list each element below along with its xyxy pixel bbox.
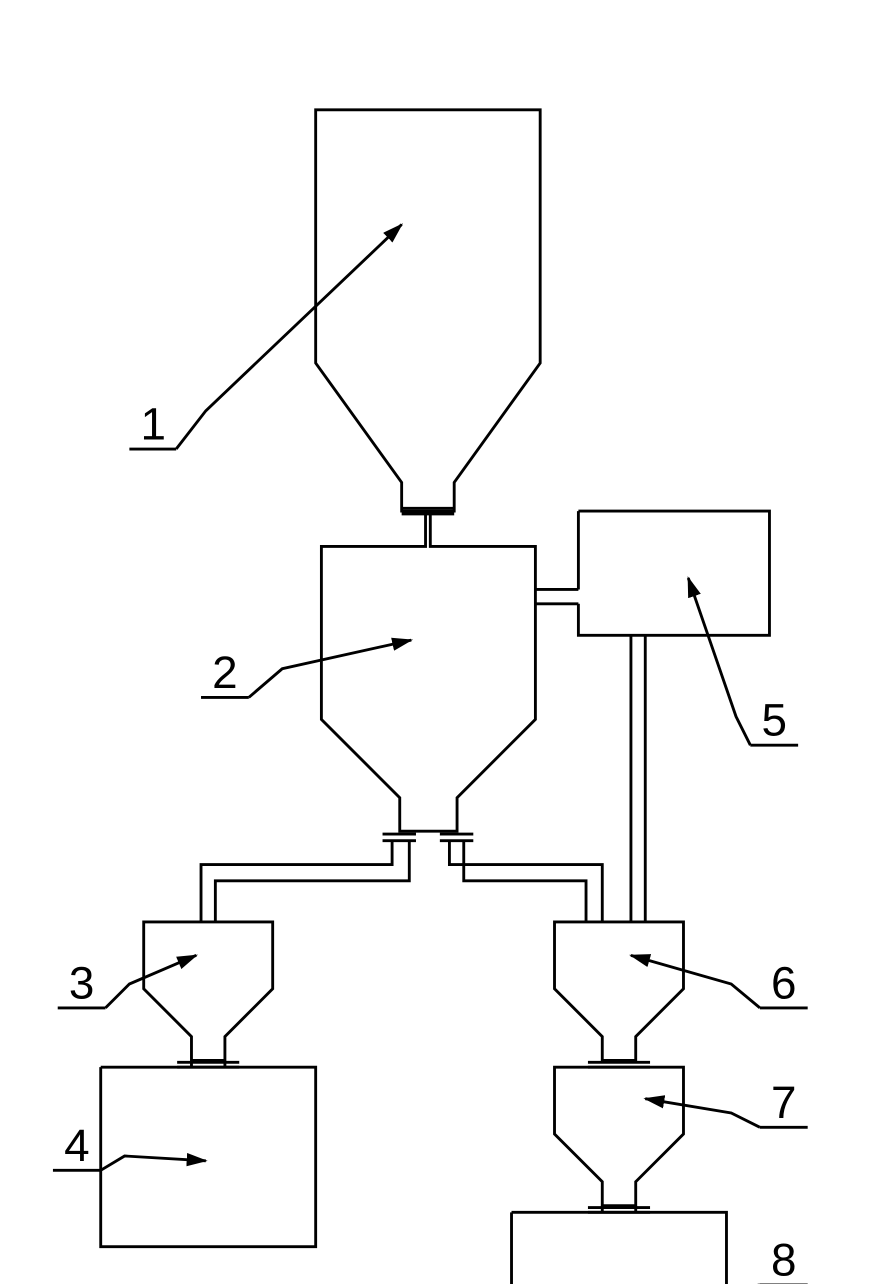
- callout-label-8: 8: [771, 1233, 797, 1284]
- hopper-6: [555, 922, 684, 1061]
- callout-arrow-3: [105, 955, 196, 1008]
- callout-label-6: 6: [771, 956, 797, 1008]
- box-5: [578, 511, 769, 635]
- callout-label-2: 2: [212, 646, 238, 698]
- outlet-pipe-right: [464, 841, 586, 922]
- callout-label-1: 1: [141, 397, 167, 449]
- hopper-7: [555, 1067, 684, 1206]
- hopper-3: [144, 922, 273, 1061]
- callout-label-7: 7: [771, 1076, 797, 1128]
- callout-arrow-6: [631, 955, 760, 1008]
- hopper-2: [321, 511, 535, 831]
- callout-arrow-5: [688, 578, 750, 745]
- callout-label-3: 3: [69, 956, 95, 1008]
- outlet-pipe-left: [215, 841, 409, 922]
- callout-label-5: 5: [761, 694, 787, 746]
- callout-arrow-4: [101, 1156, 206, 1170]
- box-4: [101, 1060, 316, 1246]
- callout-arrow-2: [249, 640, 411, 697]
- callout-arrow-1: [176, 225, 401, 450]
- callout-label-4: 4: [64, 1119, 90, 1171]
- box-8: [512, 1206, 727, 1284]
- process-flow-diagram: 1 2 3 4 5 6 7 8: [0, 0, 874, 1284]
- vessel-1: [316, 110, 541, 511]
- callout-arrow-7: [645, 1099, 760, 1128]
